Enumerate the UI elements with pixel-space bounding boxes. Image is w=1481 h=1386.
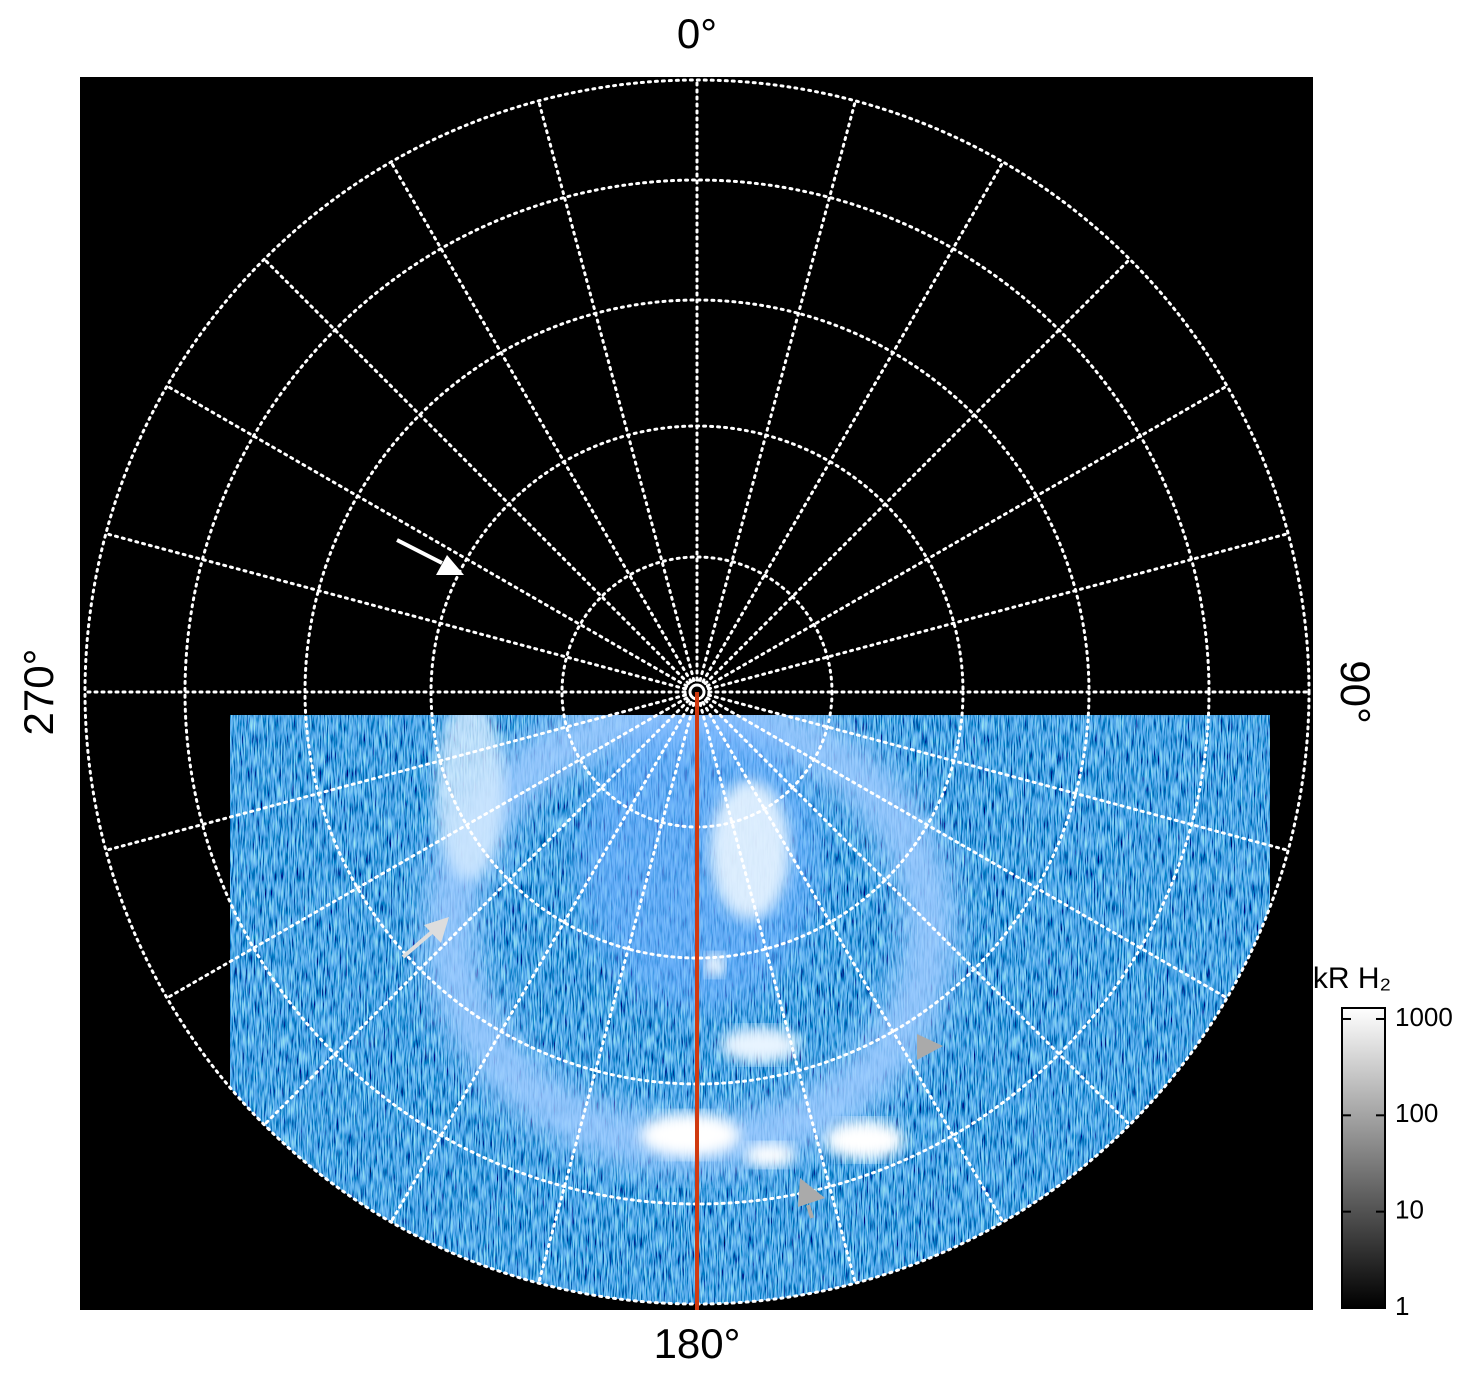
aurora-image bbox=[230, 715, 1270, 1304]
colorbar-tick-label: 1000 bbox=[1395, 1002, 1453, 1032]
grid-spoke bbox=[698, 702, 857, 1285]
grid-spoke bbox=[705, 384, 1229, 688]
grid-spoke bbox=[389, 700, 693, 1224]
grid-spoke bbox=[537, 702, 696, 1285]
angle-label: 90° bbox=[1332, 660, 1379, 724]
grid-spoke bbox=[703, 257, 1132, 686]
grid-spoke bbox=[262, 698, 691, 1127]
grid-spoke bbox=[707, 532, 1290, 691]
grid-spoke bbox=[703, 698, 1132, 1127]
grid-spoke bbox=[707, 693, 1290, 852]
angle-label: 270° bbox=[15, 649, 62, 736]
colorbar-tick-label: 10 bbox=[1395, 1195, 1424, 1225]
angle-label: 0° bbox=[677, 10, 717, 57]
grid-spoke bbox=[701, 700, 1005, 1224]
colorbar-tick-label: 1 bbox=[1395, 1291, 1409, 1321]
grid-spoke bbox=[537, 99, 696, 682]
grid-spoke bbox=[389, 160, 693, 684]
colorbar bbox=[1341, 1007, 1386, 1309]
colorbar-tick-label: 100 bbox=[1395, 1098, 1438, 1128]
grid-spoke bbox=[701, 160, 1005, 684]
grid-spoke bbox=[165, 696, 689, 1000]
grid-spoke bbox=[165, 384, 689, 688]
grid-spoke bbox=[104, 693, 687, 852]
angle-label: 180° bbox=[654, 1320, 741, 1367]
grid-spoke bbox=[262, 257, 691, 686]
grid-spoke bbox=[705, 696, 1229, 1000]
polar-grid bbox=[83, 78, 1311, 1306]
grid-spoke bbox=[104, 532, 687, 691]
arrows bbox=[396, 538, 943, 1219]
grid-spoke bbox=[698, 99, 857, 682]
colorbar-title: kR H₂ bbox=[1313, 962, 1391, 995]
